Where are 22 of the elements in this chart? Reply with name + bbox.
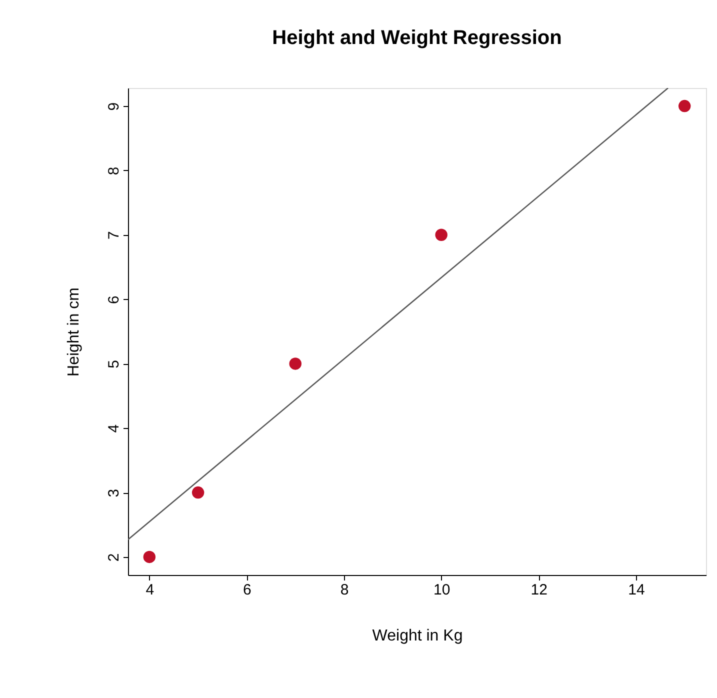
y-tick-label: 2 (106, 553, 122, 562)
chart-title: Height and Weight Regression (272, 27, 562, 49)
x-tick-label: 12 (530, 582, 548, 598)
x-tick-label: 8 (340, 582, 349, 598)
y-tick-label: 7 (106, 231, 122, 240)
x-tick-label: 4 (146, 582, 154, 598)
y-tick-label: 5 (106, 360, 122, 368)
y-tick-label: 8 (106, 166, 122, 176)
y-tick-label: 9 (106, 102, 122, 111)
point (435, 228, 448, 241)
y-tick-label: 6 (106, 296, 122, 304)
point (289, 358, 302, 370)
y-tick-label: 4 (106, 424, 122, 433)
point (678, 100, 691, 112)
point (192, 486, 204, 499)
x-tick-label: 14 (628, 582, 645, 598)
y-axis-title: Height in cm (66, 288, 82, 376)
x-axis-title: Weight in Kg (372, 628, 463, 644)
x-tick-label: 6 (243, 582, 252, 598)
y-tick-label: 3 (106, 488, 122, 498)
x-tick-label: 10 (433, 582, 450, 598)
point (143, 550, 156, 564)
